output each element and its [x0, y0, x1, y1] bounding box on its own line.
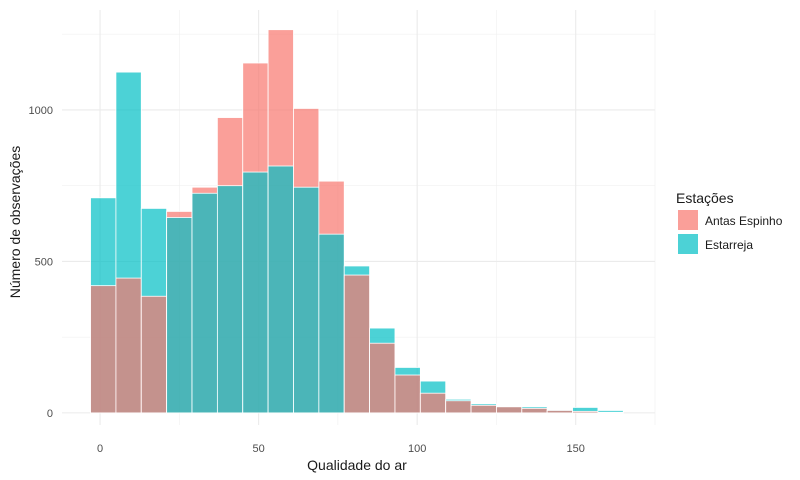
bar-estarreja [293, 186, 320, 414]
bar-antas-espinho [115, 277, 142, 414]
histogram-bars [90, 29, 624, 414]
y-tick-label: 0 [47, 408, 53, 420]
x-tick-label: 150 [567, 443, 585, 455]
x-tick-label: 50 [252, 443, 264, 455]
bar-antas-espinho [445, 400, 472, 414]
bar-antas-espinho [394, 374, 421, 414]
legend-title: Estações [676, 190, 734, 206]
bar-estarreja [318, 233, 345, 414]
y-axis-title: Número de observações [7, 146, 23, 299]
bar-antas-espinho [572, 410, 599, 414]
y-tick-label: 1000 [29, 105, 53, 117]
legend-swatch-antas-espinho [678, 210, 698, 230]
bar-estarreja [191, 192, 218, 414]
bar-estarreja [216, 185, 244, 414]
y-tick-label: 500 [35, 256, 53, 268]
bar-antas-espinho [521, 407, 548, 414]
x-tick-label: 100 [408, 443, 426, 455]
legend: Estações Antas Espinho Estarreja [676, 190, 783, 254]
bar-antas-espinho [597, 411, 624, 414]
bar-antas-espinho [343, 274, 370, 414]
x-axis-title: Qualidade do ar [307, 457, 407, 473]
x-axis-ticks: 0 50 100 150 [97, 443, 585, 455]
bar-antas-espinho [90, 285, 117, 414]
bar-antas-espinho [419, 392, 447, 414]
bar-estarreja [166, 217, 193, 414]
legend-label-antas-espinho: Antas Espinho [705, 214, 783, 228]
x-tick-label: 0 [97, 443, 103, 455]
bar-antas-espinho [470, 404, 497, 414]
bar-estarreja [242, 171, 269, 414]
bar-antas-espinho [140, 295, 168, 414]
legend-label-estarreja: Estarreja [705, 238, 753, 252]
bar-antas-espinho [369, 342, 396, 414]
legend-swatch-estarreja [678, 234, 698, 254]
bar-antas-espinho [496, 406, 523, 414]
bar-estarreja [267, 165, 294, 414]
y-axis-ticks: 0 500 1000 [29, 105, 53, 420]
bar-antas-espinho [546, 410, 573, 414]
